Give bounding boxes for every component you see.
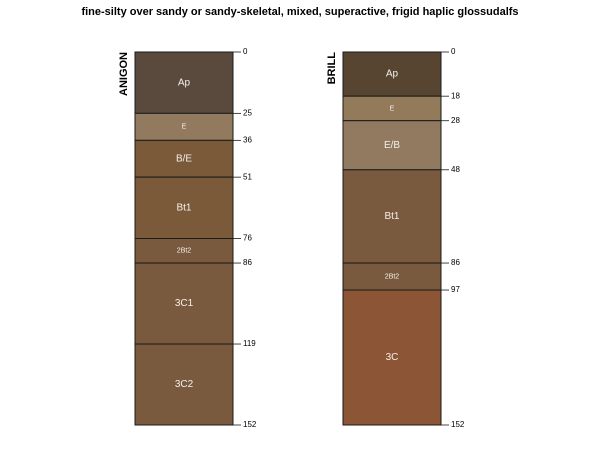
horizon-e xyxy=(342,95,442,122)
horizon-label: E xyxy=(390,105,395,112)
depth-tick-label: 48 xyxy=(451,165,460,174)
depth-tick-label: 36 xyxy=(243,135,252,144)
horizon-bt1 xyxy=(342,169,442,264)
horizon-3c2 xyxy=(134,343,234,426)
depth-tick-label: 119 xyxy=(243,339,256,348)
horizon-label: B/E xyxy=(176,153,192,164)
depth-tick-label: 51 xyxy=(243,172,252,181)
horizon-label: 3C xyxy=(386,352,399,363)
depth-tick-label: 86 xyxy=(243,258,252,267)
depth-tick-label: 25 xyxy=(243,108,252,117)
horizon-label: 2Bt2 xyxy=(177,248,192,255)
depth-tick-label: 0 xyxy=(243,47,248,56)
horizon-ap xyxy=(134,51,234,114)
horizon-e-b xyxy=(342,120,442,171)
horizon-label: Ap xyxy=(178,77,191,88)
horizon-ap xyxy=(342,51,442,97)
soil-profile-anigon: ANIGON Ap E B/E Bt1 2Bt2 3C1 3C2 0 25 36 51 76 86 119 1… xyxy=(118,47,257,429)
profile-name-label: BRILL xyxy=(326,52,338,85)
horizon-label: Bt1 xyxy=(176,202,191,213)
horizon-label: 3C2 xyxy=(175,379,194,390)
soil-profile-brill: BRILL Ap E E/B Bt1 2Bt2 3C 0 18 28 48 86 97 152 xyxy=(326,47,465,429)
horizon-3c1 xyxy=(134,262,234,345)
horizon-label: Ap xyxy=(386,69,399,80)
horizon-label: 2Bt2 xyxy=(385,273,400,280)
horizon-label: Bt1 xyxy=(384,211,399,222)
horizon-b-e xyxy=(134,139,234,178)
depth-tick-label: 97 xyxy=(451,285,460,294)
depth-tick-label: 76 xyxy=(243,234,252,243)
depth-tick-label: 0 xyxy=(451,47,456,56)
horizon-2bt2 xyxy=(342,262,442,291)
depth-tick-label: 152 xyxy=(243,420,257,429)
depth-tick-label: 86 xyxy=(451,258,460,267)
figure-title: fine-silty over sandy or sandy-skeletal,… xyxy=(81,6,519,18)
horizon-label: E/B xyxy=(384,140,400,151)
depth-tick-label: 28 xyxy=(451,116,460,125)
profile-name-label: ANIGON xyxy=(118,52,130,96)
depth-tick-label: 18 xyxy=(451,91,460,100)
depth-tick-label: 152 xyxy=(451,420,465,429)
horizon-3c xyxy=(342,289,442,426)
horizon-label: 3C1 xyxy=(175,298,194,309)
horizon-bt1 xyxy=(134,176,234,240)
horizon-label: E xyxy=(182,124,187,131)
